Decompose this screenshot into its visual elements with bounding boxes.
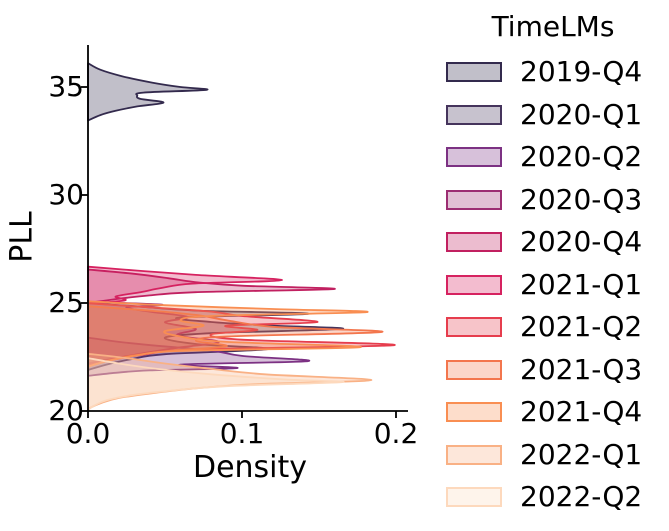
legend-label: 2022-Q1 <box>520 437 643 471</box>
axes-spines <box>87 45 408 412</box>
legend-item-2020-q4: 2020-Q4 <box>440 221 666 264</box>
legend-label: 2021-Q1 <box>520 267 643 301</box>
legend-title: TimeLMs <box>491 10 615 43</box>
legend-swatch-icon <box>446 487 502 508</box>
kde-curve-2022-Q2 <box>87 357 345 411</box>
y-tick-25: 25 <box>48 286 84 319</box>
x-tick-0.0: 0.0 <box>65 417 111 450</box>
legend-item-2022-q2: 2022-Q2 <box>440 476 666 519</box>
legend-item-2020-q2: 2020-Q2 <box>440 136 666 179</box>
x-axis-title: Density <box>192 450 308 485</box>
legend-swatch-icon <box>446 317 502 338</box>
legend-item-2022-q1: 2022-Q1 <box>440 434 666 477</box>
kde-curve-2021-Q1 <box>87 265 283 305</box>
legend-item-2020-q1: 2020-Q1 <box>440 94 666 137</box>
legend-label: 2020-Q4 <box>520 225 643 259</box>
y-axis-title: PLL <box>4 211 40 263</box>
legend-label: 2022-Q2 <box>520 480 643 514</box>
legend-swatch-icon <box>446 62 502 83</box>
legend-swatch-icon <box>446 402 502 423</box>
x-tick-0.1: 0.1 <box>219 417 265 450</box>
axis-tick-marks <box>81 86 397 418</box>
legend-label: 2021-Q3 <box>520 352 643 386</box>
y-tick-30: 30 <box>48 178 84 211</box>
legend-item-2021-q4: 2021-Q4 <box>440 391 666 434</box>
legend-swatch-icon <box>446 104 502 125</box>
legend-swatch-icon <box>446 274 502 295</box>
legend-label: 2020-Q1 <box>520 97 643 131</box>
y-tick-35: 35 <box>48 70 84 103</box>
legend-label: 2021-Q4 <box>520 395 643 429</box>
legend-swatch-icon <box>446 147 502 168</box>
legend-item-2019-q4: 2019-Q4 <box>440 51 666 94</box>
legend-label: 2020-Q3 <box>520 182 643 216</box>
legend-item-2020-q3: 2020-Q3 <box>440 179 666 222</box>
kde-curve-2021-Q4 <box>87 300 369 368</box>
x-tick-0.2: 0.2 <box>373 417 419 450</box>
kde-curve-2019-Q4 <box>87 62 209 122</box>
legend-item-2021-q1: 2021-Q1 <box>440 264 666 307</box>
legend-label: 2021-Q2 <box>520 310 643 344</box>
legend-item-2021-q3: 2021-Q3 <box>440 349 666 392</box>
kde-curve-2020-Q4 <box>87 268 336 304</box>
legend: TimeLMs 2019-Q4 2020-Q1 2020-Q2 2020-Q3 … <box>440 10 666 519</box>
y-tick-20: 20 <box>48 394 84 427</box>
legend-swatch-icon <box>446 359 502 380</box>
legend-label: 2019-Q4 <box>520 55 643 89</box>
legend-swatch-icon <box>446 232 502 253</box>
density-curves <box>87 62 396 411</box>
legend-label: 2020-Q2 <box>520 140 643 174</box>
legend-swatch-icon <box>446 444 502 465</box>
legend-swatch-icon <box>446 189 502 210</box>
legend-item-2021-q2: 2021-Q2 <box>440 306 666 349</box>
